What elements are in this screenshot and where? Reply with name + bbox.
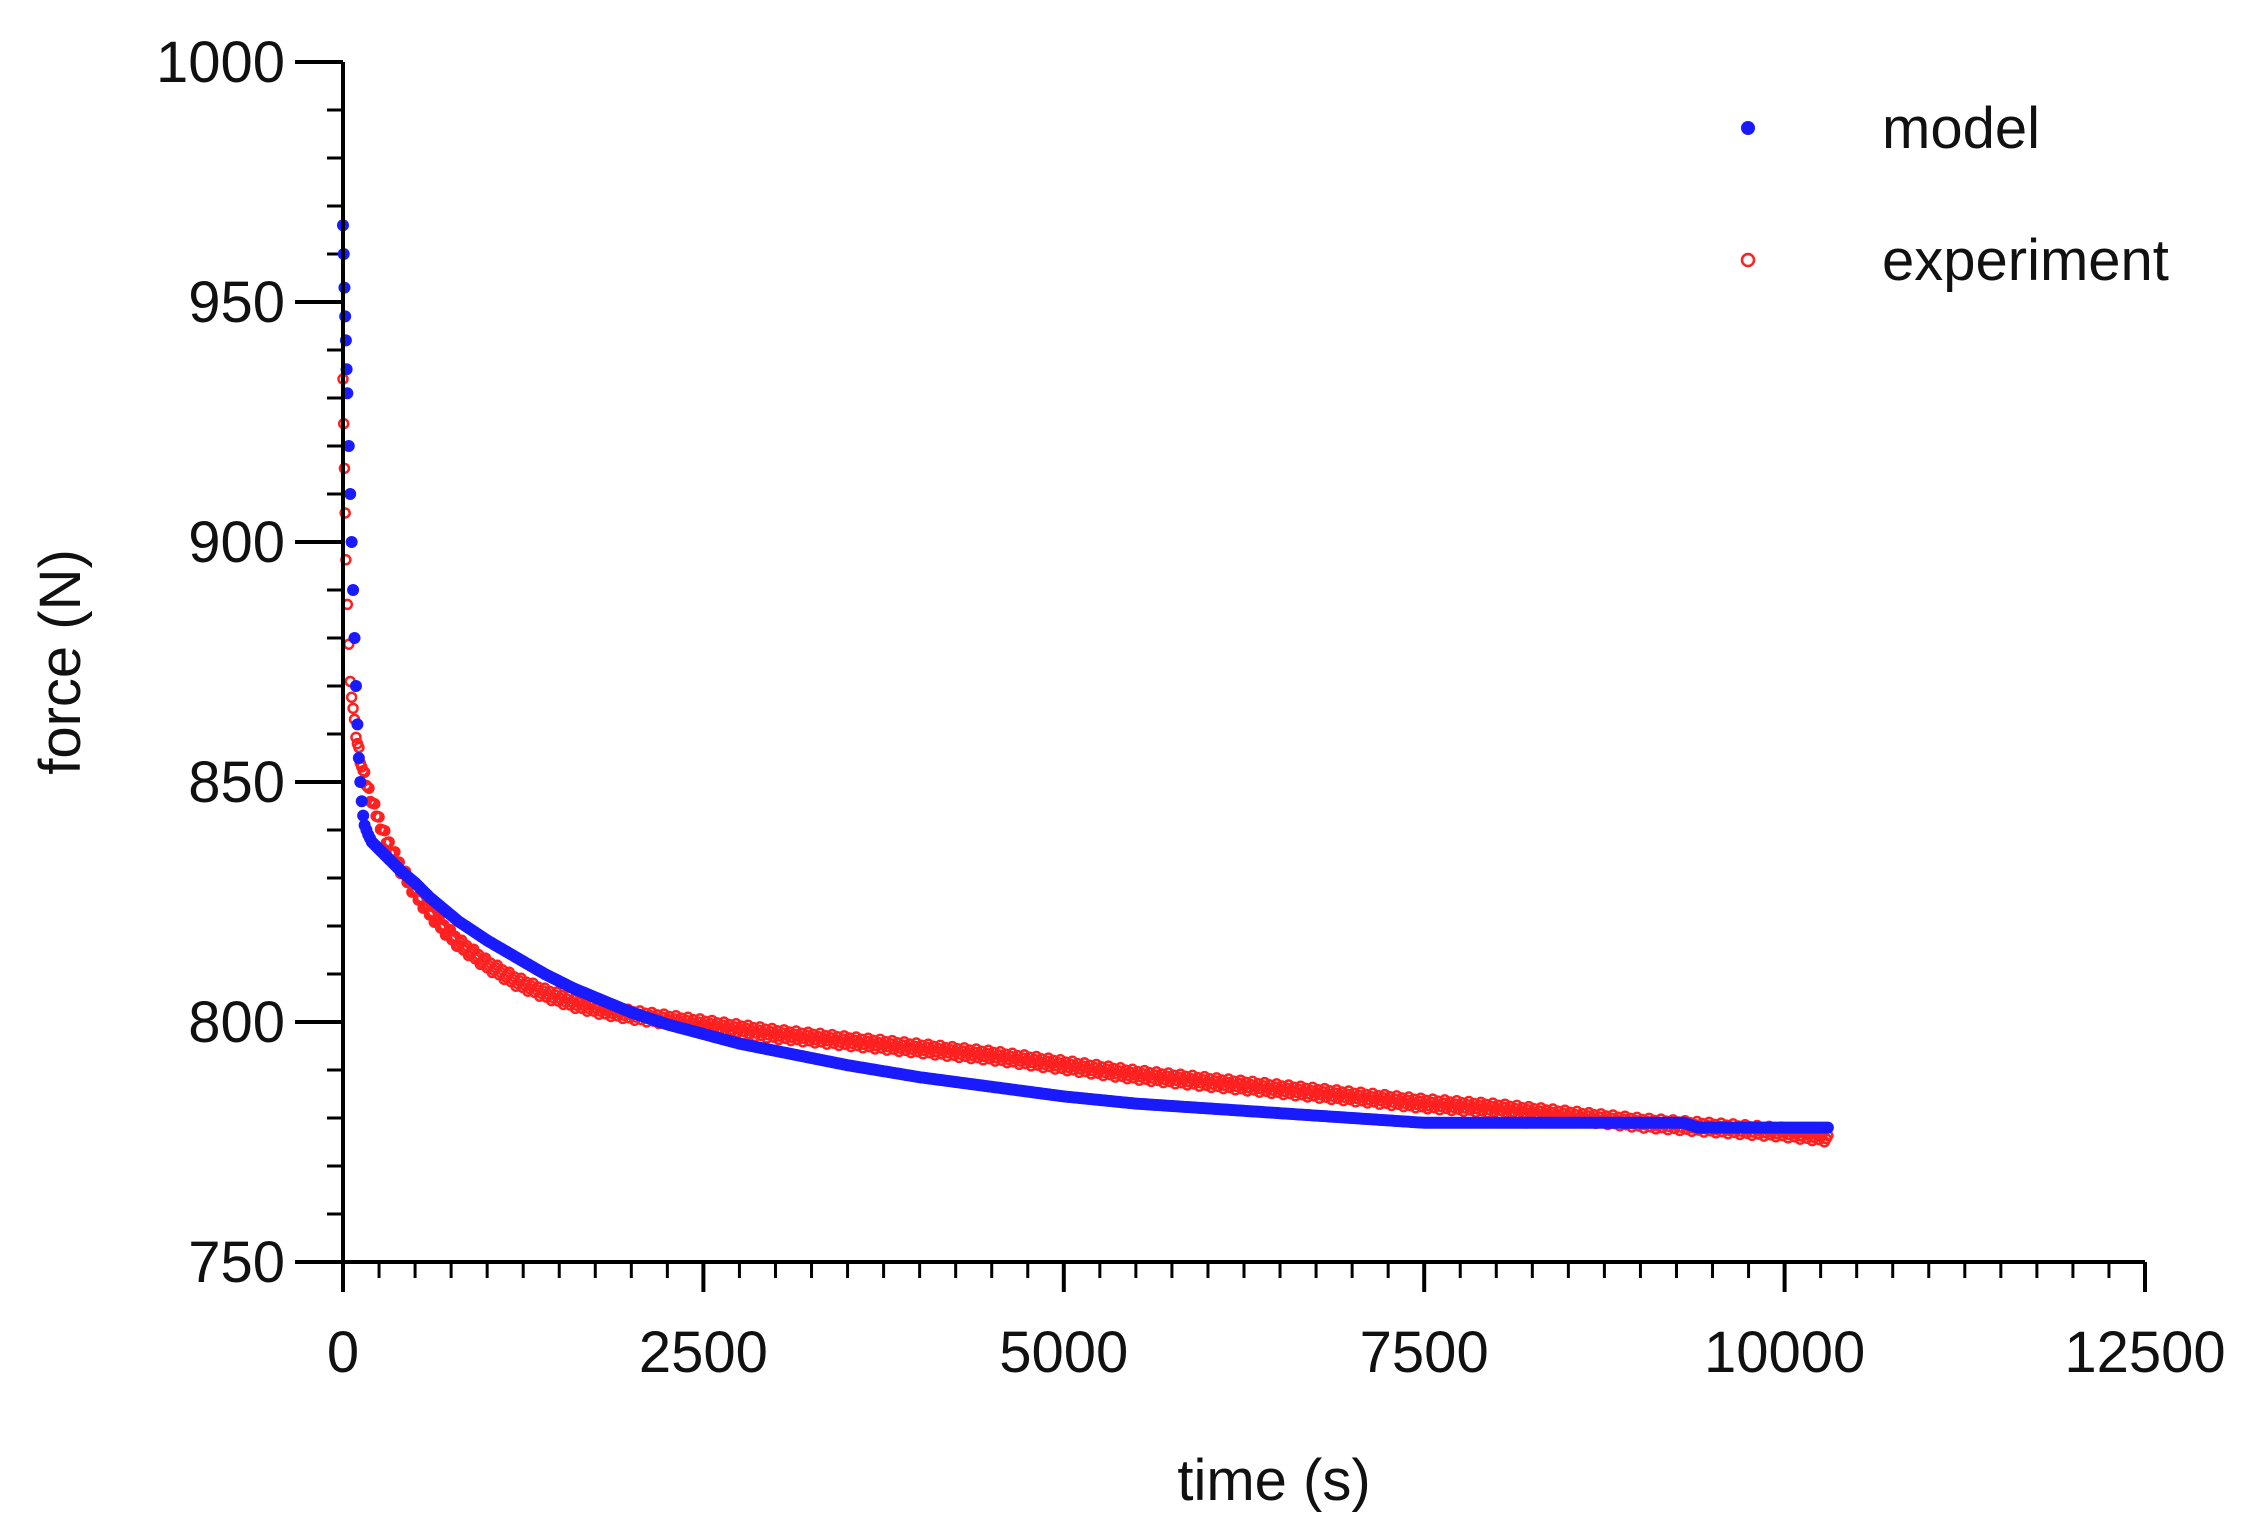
- model-point: [352, 752, 365, 764]
- legend-marker-experiment: [1740, 252, 1756, 268]
- experiment-point: [368, 798, 381, 810]
- x-tick-label: 0: [327, 1320, 359, 1385]
- y-tick-label: 800: [188, 990, 285, 1055]
- axes-layer: [341, 62, 2145, 1264]
- legend-label-model: model: [1882, 96, 2040, 161]
- y-tick-label: 850: [188, 750, 285, 815]
- model-point: [355, 795, 368, 808]
- series-experiment: [337, 373, 1834, 1148]
- legend-label-experiment: experiment: [1882, 228, 2169, 293]
- experiment-point: [373, 811, 385, 823]
- x-tick-label: 10000: [1704, 1320, 1865, 1385]
- experiment-point: [347, 702, 359, 715]
- experiment-point: [339, 507, 351, 519]
- experiment-point: [358, 766, 371, 778]
- model-point: [345, 536, 358, 548]
- series-model: [337, 219, 1834, 1134]
- model-point: [347, 584, 360, 596]
- y-tick-label: 950: [188, 270, 285, 335]
- y-tick-label: 1000: [156, 30, 285, 95]
- experiment-point: [345, 691, 358, 704]
- y-axis-label: force (N): [28, 549, 93, 775]
- model-point: [1821, 1121, 1834, 1134]
- experiment-point: [363, 782, 375, 794]
- model-point: [348, 632, 361, 644]
- x-tick-label: 2500: [639, 1320, 768, 1385]
- model-point: [351, 718, 364, 731]
- experiment-point: [383, 836, 395, 848]
- x-tick-label: 5000: [999, 1320, 1128, 1385]
- y-tick-label: 900: [188, 510, 285, 575]
- model-point: [357, 809, 370, 822]
- legend: model experiment: [1740, 96, 2169, 293]
- y-tick-label: 750: [188, 1230, 285, 1295]
- experiment-point: [379, 824, 391, 837]
- series-layer: [337, 219, 1834, 1148]
- experiment-point: [353, 741, 365, 754]
- experiment-point: [350, 731, 362, 744]
- x-tick-label: 7500: [1360, 1320, 1489, 1385]
- model-point: [342, 440, 355, 452]
- legend-marker-model: [1741, 121, 1755, 135]
- model-point: [344, 488, 357, 500]
- model-point: [339, 310, 352, 323]
- ticks-layer: 0 2500 5000 7500 10000 12500 750 800 850 900 950 10…: [156, 30, 2226, 1385]
- model-point: [349, 680, 362, 692]
- experiment-point: [389, 846, 401, 858]
- x-tick-label: 12500: [2064, 1320, 2225, 1385]
- model-point: [354, 776, 367, 788]
- x-axis-label: time (s): [1177, 1448, 1370, 1513]
- labels-layer: time (s) force (N): [28, 549, 1371, 1513]
